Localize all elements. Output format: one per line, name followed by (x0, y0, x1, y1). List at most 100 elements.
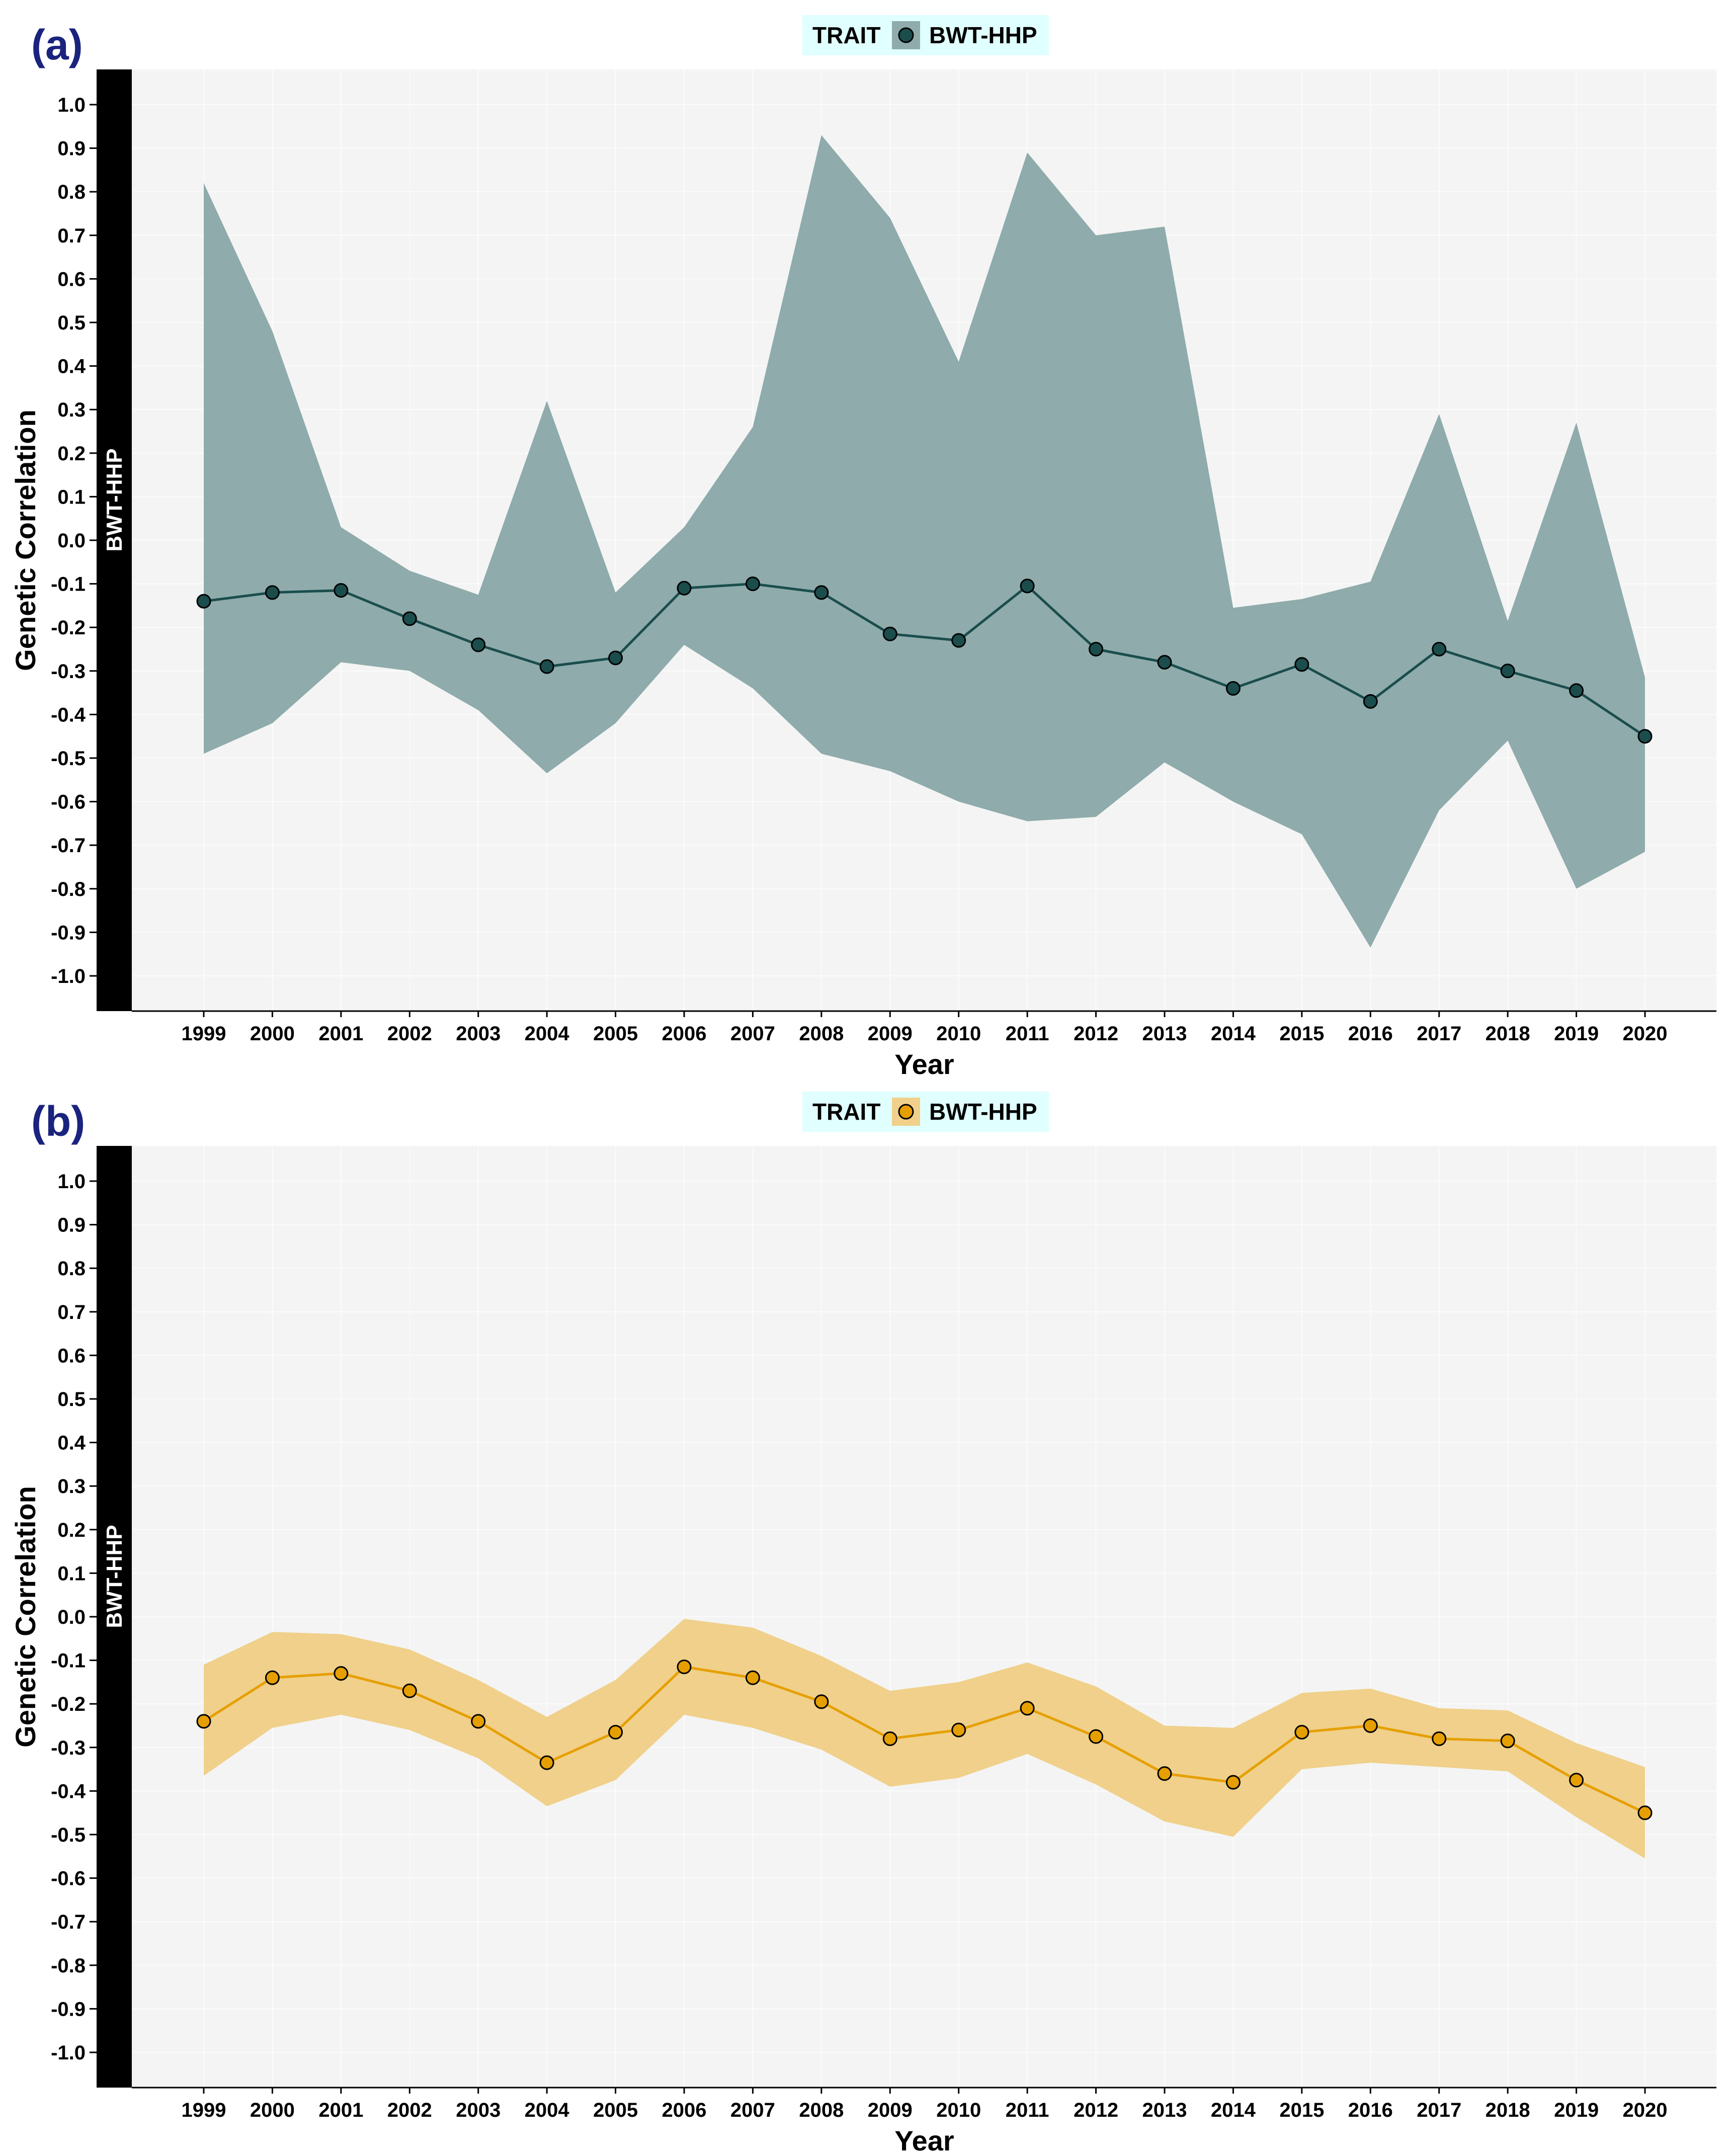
x-tick-label: 2016 (1348, 2099, 1393, 2121)
x-tick-label: 2003 (456, 1023, 501, 1045)
x-tick-label: 2019 (1554, 2099, 1599, 2121)
data-point (951, 1722, 966, 1737)
confidence-band (204, 1619, 1645, 1859)
data-point (814, 585, 829, 600)
y-tick-label: -0.7 (51, 835, 86, 857)
y-tick-label: -0.3 (51, 1737, 86, 1759)
x-tick-label: 2005 (593, 1023, 638, 1045)
x-tick-label: 2004 (525, 1023, 570, 1045)
facet-strip-label: BWT-HHP (102, 448, 127, 551)
y-tick-label: 0.4 (57, 356, 86, 378)
legend-key-point (898, 27, 914, 43)
x-tick-label: 2003 (456, 2099, 501, 2121)
y-tick-label: 0.5 (57, 312, 86, 334)
x-tick-label: 2010 (936, 1023, 981, 1045)
data-point (1020, 1701, 1035, 1716)
x-tick-label: 2014 (1211, 1023, 1256, 1045)
y-tick-label: 0.4 (57, 1432, 86, 1454)
data-point (882, 626, 897, 641)
x-tick-label: 2020 (1623, 1023, 1668, 1045)
confidence-band (204, 135, 1645, 948)
x-tick-label: 2018 (1486, 1023, 1530, 1045)
x-tick-label: 2020 (1623, 2099, 1668, 2121)
x-tick-label: 2017 (1417, 2099, 1461, 2121)
y-axis-title: Genetic Correlation (10, 1486, 41, 1748)
y-tick-label: -0.4 (51, 704, 86, 726)
y-tick-label: 0.7 (57, 1301, 86, 1323)
y-tick-label: 0.1 (57, 486, 86, 508)
legend: TRAIT BWT-HHP (802, 15, 1049, 55)
data-point (402, 1683, 417, 1698)
y-tick-label: -1.0 (51, 2042, 86, 2064)
data-point (677, 581, 692, 596)
x-axis: 1999 2000 2001 2002 2003 2004 2005 2006 2007 2008… (182, 1146, 1668, 2121)
data-point (1500, 664, 1515, 679)
x-tick-label: 2008 (799, 2099, 844, 2121)
y-tick-label: 0.2 (57, 443, 86, 465)
y-tick-label: -0.1 (51, 1650, 86, 1672)
y-tick-label: 1.0 (57, 94, 86, 116)
y-tick-label: -0.5 (51, 1824, 86, 1846)
y-tick-label: 0.9 (57, 138, 86, 160)
y-tick-label: -1.0 (51, 965, 86, 987)
x-tick-label: 2002 (387, 1023, 432, 1045)
x-tick-label: 2012 (1074, 2099, 1118, 2121)
data-point (951, 633, 966, 648)
y-tick-label: 0.3 (57, 399, 86, 421)
y-tick-label: -0.4 (51, 1780, 86, 1802)
y-tick-label: -0.7 (51, 1911, 86, 1933)
y-tick-label: 0.7 (57, 225, 86, 247)
y-tick-label: -0.9 (51, 1998, 86, 2020)
data-point (1637, 729, 1653, 744)
data-point (608, 1724, 623, 1739)
x-tick-label: 2009 (868, 2099, 913, 2121)
data-point (402, 611, 417, 626)
y-tick-label: 0.1 (57, 1562, 86, 1585)
data-point (1569, 1773, 1584, 1788)
y-tick-label: -0.5 (51, 748, 86, 770)
y-tick-label: -0.2 (51, 1693, 86, 1715)
data-point (882, 1731, 897, 1746)
x-tick-label: 2016 (1348, 1023, 1393, 1045)
x-tick-label: 2018 (1486, 2099, 1530, 2121)
x-tick-label: 2000 (250, 1023, 295, 1045)
data-point (1089, 1729, 1104, 1744)
data-point (1294, 657, 1309, 672)
data-point (265, 1670, 280, 1685)
y-tick-label: 0.6 (57, 268, 86, 290)
data-point (539, 659, 554, 674)
x-tick-label: 2010 (936, 2099, 981, 2121)
estimate-line (203, 583, 1646, 737)
data-point (334, 1666, 349, 1681)
data-point (1157, 1766, 1172, 1781)
data-point (608, 650, 623, 666)
panel-label: (b) (31, 1098, 85, 1145)
data-point (814, 1694, 829, 1709)
data-point (1432, 1731, 1447, 1746)
x-tick-label: 2013 (1142, 1023, 1187, 1045)
y-tick-label: -0.2 (51, 617, 86, 639)
y-axis-title: Genetic Correlation (10, 409, 41, 671)
y-tick-label: 0.0 (57, 530, 86, 552)
x-tick-label: 2013 (1142, 2099, 1187, 2121)
x-tick-label: 2007 (730, 1023, 775, 1045)
facet-strip-label: BWT-HHP (102, 1525, 127, 1628)
x-tick-label: 2005 (593, 2099, 638, 2121)
data-point (196, 594, 211, 609)
data-point (1432, 642, 1447, 656)
data-point (539, 1755, 554, 1770)
legend-label: BWT-HHP (929, 1099, 1037, 1125)
data-point (1225, 681, 1241, 696)
x-tick-label: 2001 (318, 1023, 363, 1045)
y-tick-label: 0.0 (57, 1606, 86, 1628)
x-tick-label: 2004 (525, 2099, 570, 2121)
y-tick-label: 0.8 (57, 181, 86, 203)
y-tick-label: -0.8 (51, 1955, 86, 1977)
x-tick-label: 1999 (182, 1023, 226, 1045)
data-points (196, 1660, 1653, 1820)
x-tick-label: 2014 (1211, 2099, 1256, 2121)
legend-title: TRAIT (812, 1099, 880, 1125)
data-points (196, 576, 1653, 744)
data-point (745, 1670, 760, 1685)
x-tick-label: 2007 (730, 2099, 775, 2121)
